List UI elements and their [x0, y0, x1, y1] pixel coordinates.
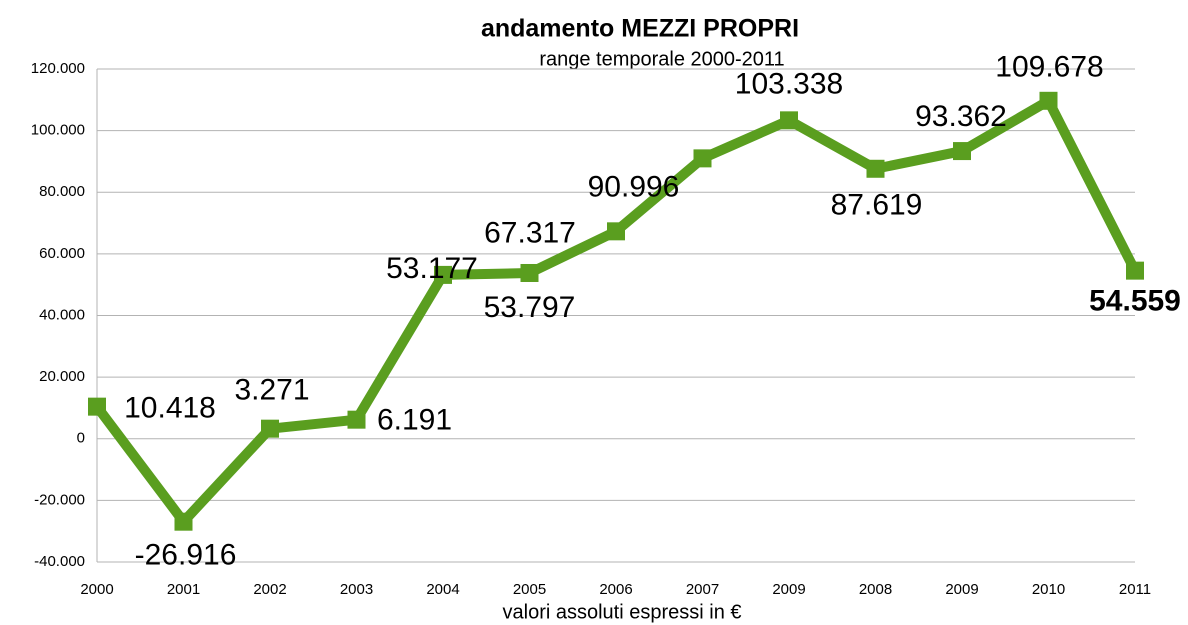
data-point — [1126, 261, 1144, 280]
data-label: 87.619 — [831, 189, 923, 222]
y-tick-label: 100.000 — [31, 122, 85, 139]
x-tick-label: 2010 — [1032, 581, 1065, 598]
data-point — [607, 222, 625, 241]
y-tick-label: -20.000 — [34, 491, 85, 508]
data-point — [780, 111, 798, 130]
y-tick-label: 40.000 — [39, 306, 85, 323]
data-label: 3.271 — [234, 374, 309, 407]
data-point — [434, 265, 452, 284]
x-tick-label: 2001 — [167, 581, 200, 598]
data-label: 53.797 — [484, 291, 576, 324]
y-tick-label: 120.000 — [31, 60, 85, 77]
data-point — [520, 263, 539, 282]
y-tick-label: -40.000 — [34, 553, 85, 570]
data-point — [347, 410, 366, 429]
x-tick-label: 2007 — [686, 581, 719, 598]
x-tick-label: 2004 — [426, 581, 459, 598]
data-label: -26.916 — [135, 539, 237, 572]
x-tick-label: 2011 — [1119, 581, 1151, 598]
data-label: 54.559 — [1089, 285, 1181, 318]
chart-title: andamento MEZZI PROPRI — [481, 15, 799, 43]
x-tick-label: 2008 — [859, 581, 892, 598]
x-tick-label: 2002 — [253, 581, 286, 598]
y-tick-label: 0 — [77, 430, 85, 447]
x-axis-title: valori assoluti espressi in € — [503, 601, 742, 623]
x-tick-label: 2003 — [340, 581, 373, 598]
y-tick-label: 80.000 — [39, 183, 85, 200]
data-point — [866, 159, 885, 178]
x-tick-label: 2006 — [599, 581, 632, 598]
data-point — [174, 512, 193, 531]
y-tick-label: 20.000 — [39, 368, 85, 385]
x-tick-label: 2009 — [772, 581, 805, 598]
data-point — [1039, 91, 1058, 110]
chart-subtitle: range temporale 2000-2011 — [539, 48, 784, 70]
data-label: 6.191 — [377, 404, 452, 437]
x-tick-label: 2009 — [945, 581, 978, 598]
data-label: 103.338 — [735, 67, 843, 100]
data-label: 90.996 — [588, 170, 680, 203]
data-point — [261, 419, 279, 438]
x-tick-label: 2000 — [80, 581, 113, 598]
y-tick-label: 60.000 — [39, 245, 85, 262]
data-label: 93.362 — [915, 100, 1007, 133]
data-label: 10.418 — [124, 392, 216, 425]
data-label: 53.177 — [386, 252, 478, 285]
data-label: 109.678 — [995, 51, 1103, 84]
data-point — [88, 397, 106, 416]
x-tick-label: 2005 — [513, 581, 546, 598]
data-label: 67.317 — [484, 216, 576, 249]
data-point — [693, 149, 712, 168]
data-line — [93, 95, 1140, 527]
data-point — [953, 142, 971, 161]
